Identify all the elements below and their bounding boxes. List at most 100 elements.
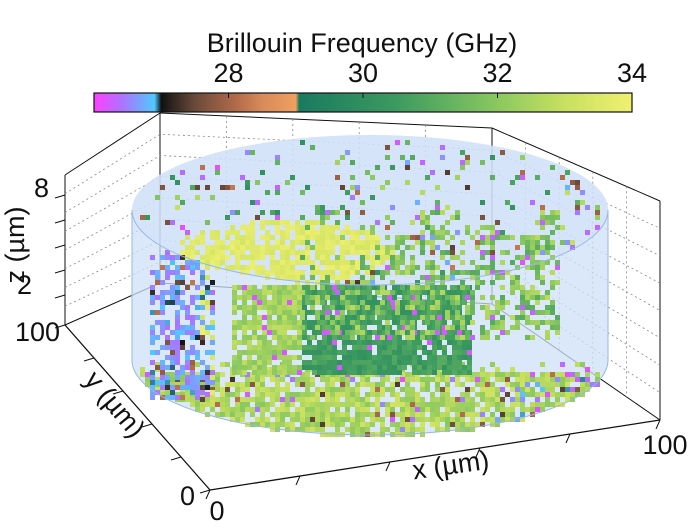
voxel bbox=[540, 205, 545, 210]
voxel bbox=[490, 402, 495, 407]
voxel bbox=[195, 390, 200, 395]
voxel bbox=[435, 210, 440, 215]
voxel bbox=[415, 427, 420, 432]
voxel bbox=[280, 265, 285, 270]
voxel bbox=[435, 372, 440, 377]
voxel bbox=[330, 270, 335, 275]
voxel bbox=[467, 350, 472, 355]
voxel bbox=[460, 402, 465, 407]
voxel bbox=[500, 150, 505, 155]
voxel bbox=[550, 285, 555, 290]
voxel bbox=[400, 330, 405, 335]
voxel bbox=[370, 275, 375, 280]
voxel bbox=[285, 230, 290, 235]
voxel bbox=[225, 397, 230, 402]
voxel bbox=[282, 305, 287, 310]
voxel bbox=[480, 397, 485, 402]
voxel bbox=[545, 305, 550, 310]
voxel bbox=[410, 300, 415, 305]
voxel bbox=[495, 305, 500, 310]
voxel bbox=[412, 360, 417, 365]
voxel bbox=[280, 412, 285, 417]
voxel bbox=[285, 245, 290, 250]
voxel bbox=[247, 345, 252, 350]
voxel bbox=[510, 372, 515, 377]
voxel bbox=[365, 170, 370, 175]
voxel bbox=[350, 280, 355, 285]
voxel bbox=[250, 150, 255, 155]
voxel bbox=[360, 255, 365, 260]
voxel bbox=[322, 325, 327, 330]
voxel bbox=[380, 402, 385, 407]
voxel bbox=[242, 370, 247, 375]
voxel bbox=[440, 235, 445, 240]
voxel bbox=[252, 365, 257, 370]
voxel bbox=[190, 245, 195, 250]
voxel bbox=[335, 175, 340, 180]
voxel bbox=[237, 365, 242, 370]
voxel bbox=[357, 335, 362, 340]
voxel bbox=[490, 260, 495, 265]
voxel bbox=[367, 345, 372, 350]
voxel bbox=[430, 402, 435, 407]
voxel bbox=[347, 360, 352, 365]
voxel bbox=[500, 330, 505, 335]
voxel bbox=[245, 372, 250, 377]
voxel bbox=[427, 365, 432, 370]
voxel bbox=[302, 345, 307, 350]
voxel bbox=[410, 407, 415, 412]
voxel bbox=[417, 370, 422, 375]
voxel bbox=[342, 335, 347, 340]
voxel bbox=[195, 355, 200, 360]
voxel bbox=[382, 330, 387, 335]
voxel bbox=[475, 382, 480, 387]
voxel bbox=[350, 310, 355, 315]
voxel bbox=[140, 367, 145, 372]
axis-ticks bbox=[54, 194, 661, 500]
voxel bbox=[300, 290, 305, 295]
voxel bbox=[257, 345, 262, 350]
plot-box-front bbox=[64, 324, 661, 491]
voxel bbox=[190, 360, 195, 365]
voxel bbox=[400, 255, 405, 260]
voxel bbox=[430, 275, 435, 280]
voxel bbox=[267, 320, 272, 325]
voxel bbox=[340, 377, 345, 382]
voxel bbox=[205, 402, 210, 407]
voxel bbox=[595, 225, 600, 230]
voxel bbox=[297, 365, 302, 370]
voxel bbox=[250, 225, 255, 230]
voxel bbox=[340, 392, 345, 397]
voxel bbox=[330, 250, 335, 255]
voxel bbox=[585, 230, 590, 235]
voxel bbox=[325, 275, 330, 280]
voxel bbox=[390, 205, 395, 210]
voxel bbox=[285, 427, 290, 432]
voxel bbox=[495, 235, 500, 240]
voxel bbox=[300, 250, 305, 255]
voxel bbox=[335, 402, 340, 407]
voxel bbox=[380, 392, 385, 397]
voxel bbox=[250, 260, 255, 265]
voxel bbox=[437, 340, 442, 345]
voxel bbox=[377, 355, 382, 360]
voxel bbox=[277, 320, 282, 325]
voxel bbox=[595, 210, 600, 215]
x-tick-100: 100 bbox=[642, 430, 687, 460]
voxel bbox=[330, 305, 335, 310]
voxel bbox=[325, 412, 330, 417]
voxel bbox=[345, 407, 350, 412]
voxel bbox=[255, 255, 260, 260]
voxel bbox=[165, 250, 170, 255]
voxel bbox=[160, 380, 165, 385]
voxel bbox=[395, 422, 400, 427]
voxel bbox=[480, 387, 485, 392]
voxel bbox=[252, 360, 257, 365]
voxel bbox=[362, 295, 367, 300]
voxel bbox=[410, 155, 415, 160]
voxel bbox=[545, 310, 550, 315]
voxel bbox=[387, 305, 392, 310]
voxel bbox=[480, 295, 485, 300]
voxel bbox=[160, 375, 165, 380]
voxel bbox=[155, 270, 160, 275]
